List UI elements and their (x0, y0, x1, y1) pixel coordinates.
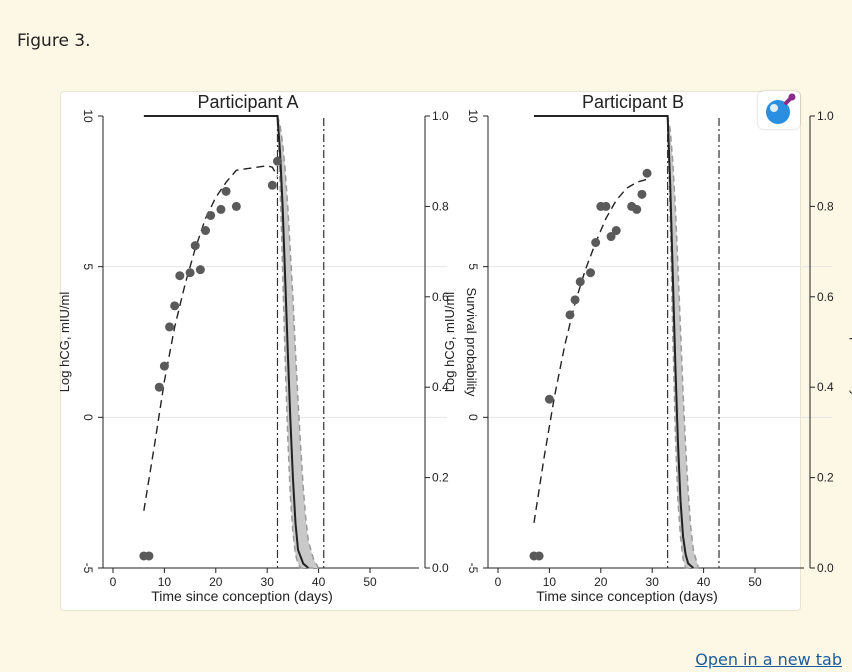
hcg-data-point (185, 268, 195, 278)
y2-axis-label: Survival probability (849, 287, 852, 397)
hcg-data-point (637, 189, 647, 199)
y-tick-label: -5 (81, 563, 95, 574)
x-tick-label: 10 (158, 575, 172, 589)
survival-ci-upper (666, 115, 700, 569)
y2-axis-label: Survival probability (464, 287, 479, 397)
y-tick-label: 0 (466, 414, 480, 421)
y2-tick-label: 0.4 (817, 380, 834, 394)
x-tick-label: 20 (594, 575, 608, 589)
x-tick-label: 0 (110, 575, 117, 589)
y2-tick-label: 0.6 (817, 290, 834, 304)
survival-ci-band (667, 116, 699, 568)
hcg-data-point (216, 204, 226, 214)
y2-tick-label: 0.4 (432, 380, 449, 394)
x-tick-label: 30 (646, 575, 660, 589)
hcg-data-point (586, 268, 596, 278)
x-tick-label: 50 (363, 575, 377, 589)
x-axis-label: Time since conception (days) (536, 588, 718, 604)
x-axis-label: Time since conception (days) (151, 588, 333, 604)
figure-image[interactable]: -5 0 5 10 Log hCG, mIU/ml 0 10 20 30 40 50 Time sin… (57, 91, 852, 611)
hcg-data-point (159, 361, 169, 371)
y-tick-label: -5 (466, 563, 480, 574)
hcg-data-point (565, 310, 575, 320)
magnifier-icon (766, 93, 796, 124)
y-tick-label: 10 (466, 109, 480, 123)
y-axis-label: Log hCG, mIU/ml (57, 292, 72, 393)
y2-tick-label: 0.8 (817, 199, 834, 213)
hcg-data-point (606, 232, 616, 242)
y-tick-label: 5 (466, 263, 480, 270)
survival-curve (143, 115, 309, 569)
open-in-new-tab-link[interactable]: Open in a new tab (695, 650, 842, 669)
chart-title: Participant A (197, 92, 298, 112)
hcg-data-point (267, 180, 277, 190)
survival-curve (533, 115, 694, 569)
hcg-data-point (195, 265, 205, 275)
y-tick-label: 0 (81, 414, 95, 421)
hcg-data-point (154, 382, 164, 392)
hcg-data-point (190, 241, 200, 251)
hcg-data-point (272, 156, 282, 166)
hcg-data-point (534, 551, 544, 561)
hcg-data-point (170, 301, 180, 311)
x-tick-label: 10 (543, 575, 557, 589)
figure-caption: Figure 3. (17, 31, 91, 51)
hcg-data-point (144, 551, 154, 561)
hcg-data-point (221, 186, 231, 196)
y2-tick-label: 1.0 (432, 109, 449, 123)
hcg-data-point (165, 322, 175, 332)
x-tick-label: 40 (697, 575, 711, 589)
x-tick-label: 50 (748, 575, 762, 589)
hcg-data-point (570, 295, 580, 305)
hcg-data-point (201, 226, 211, 236)
hcg-data-point (575, 277, 585, 287)
y2-tick-label: 0.0 (432, 561, 449, 575)
hcg-data-point (544, 394, 554, 404)
hcg-data-point (175, 271, 185, 281)
y-axis-label: Log hCG, mIU/ml (442, 292, 457, 393)
hcg-data-point (642, 168, 652, 178)
x-tick-label: 30 (261, 575, 275, 589)
hcg-data-point (611, 226, 621, 236)
survival-ci-upper (276, 115, 320, 569)
y-tick-label: 5 (81, 263, 95, 270)
x-tick-label: 40 (312, 575, 326, 589)
hcg-data-point (231, 201, 241, 211)
y2-tick-label: 0.6 (432, 290, 449, 304)
x-tick-label: 20 (209, 575, 223, 589)
hcg-data-point (591, 238, 601, 248)
y2-tick-label: 1.0 (817, 109, 834, 123)
zoom-button[interactable] (758, 91, 800, 129)
hcg-data-point (601, 201, 611, 211)
y2-tick-label: 0.2 (432, 471, 449, 485)
fitted-hcg-curve (143, 165, 279, 511)
hcg-data-point (632, 204, 642, 214)
y2-tick-label: 0.8 (432, 199, 449, 213)
survival-ci-band (277, 116, 319, 568)
chart-title: Participant B (582, 92, 684, 112)
y2-tick-label: 0.0 (817, 561, 834, 575)
y-tick-label: 10 (81, 109, 95, 123)
fitted-hcg-curve (533, 178, 648, 523)
hcg-data-point (206, 210, 216, 220)
survival-ci-lower (666, 115, 699, 569)
x-tick-label: 0 (495, 575, 502, 589)
y2-tick-label: 0.2 (817, 471, 834, 485)
